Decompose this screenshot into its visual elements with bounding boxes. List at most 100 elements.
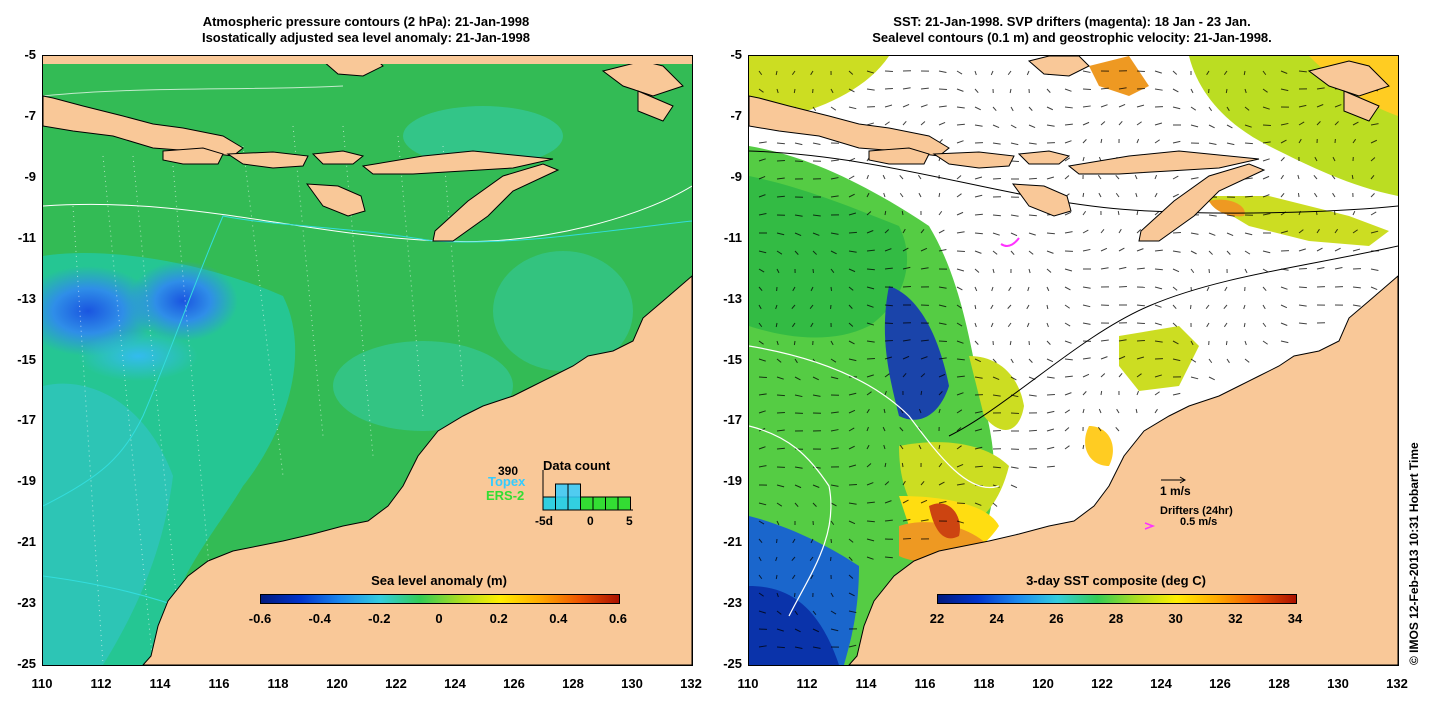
velocity-vector — [1136, 248, 1144, 252]
velocity-vector — [1046, 250, 1054, 254]
velocity-vector — [776, 358, 782, 363]
velocity-vector — [1280, 122, 1289, 126]
x-axis-tick-label: 128 — [562, 676, 584, 691]
velocity-vector — [920, 373, 926, 378]
velocity-vector — [1298, 121, 1305, 126]
velocity-vector — [956, 358, 965, 361]
y-axis-tick-label: -19 — [723, 473, 742, 489]
velocity-vector — [1280, 304, 1288, 309]
colorbar-tick-label: 0.6 — [608, 611, 628, 626]
right-title-line1: SST: 21-Jan-1998. SVP drifters (magenta)… — [893, 14, 1251, 29]
velocity-vector — [918, 192, 922, 198]
velocity-vector — [1172, 286, 1178, 291]
velocity-vector — [902, 480, 906, 486]
velocity-vector — [1064, 445, 1070, 450]
velocity-vector — [1172, 322, 1178, 327]
velocity-vector — [776, 628, 784, 632]
velocity-vector — [1208, 358, 1213, 364]
velocity-vector — [1064, 304, 1070, 309]
velocity-vector — [956, 463, 964, 468]
velocity-vector — [1262, 88, 1268, 93]
velocity-vector — [938, 408, 941, 414]
velocity-vector — [1100, 267, 1109, 270]
velocity-vector — [830, 159, 839, 162]
velocity-vector — [902, 247, 909, 252]
velocity-vector — [1280, 174, 1284, 180]
velocity-vector — [775, 556, 778, 562]
velocity-vector — [812, 232, 820, 236]
velocity-vector — [758, 340, 764, 345]
velocity-vector — [1334, 247, 1341, 252]
data-count-title: Data count — [543, 458, 611, 473]
velocity-vector — [992, 502, 998, 507]
velocity-vector — [1190, 268, 1195, 274]
velocity-vector — [884, 519, 893, 522]
data-count-xtick: 5 — [626, 514, 633, 528]
x-axis-tick-label: 120 — [1032, 676, 1054, 691]
velocity-vector — [1154, 286, 1163, 290]
velocity-vector — [776, 447, 785, 450]
velocity-vector — [758, 141, 767, 144]
velocity-vector — [920, 247, 928, 252]
velocity-vector — [1046, 88, 1051, 93]
velocity-vector — [992, 358, 997, 363]
velocity-vector — [1316, 228, 1320, 234]
velocity-vector — [1172, 304, 1177, 309]
velocity-vector — [956, 88, 964, 92]
velocity-vector — [1046, 410, 1055, 414]
velocity-vector — [1046, 446, 1055, 450]
velocity-vector — [866, 70, 874, 74]
velocity-vector — [918, 174, 922, 180]
velocity-vector — [1154, 391, 1160, 396]
velocity-vector — [1352, 138, 1357, 144]
velocity-vector — [794, 250, 799, 255]
velocity-vector — [1226, 142, 1235, 146]
velocity-vector — [1046, 358, 1054, 363]
velocity-vector — [866, 340, 875, 343]
velocity-vector — [1046, 268, 1052, 273]
x-axis-tick-label: 132 — [1386, 676, 1408, 691]
velocity-vector — [1226, 232, 1234, 237]
velocity-vector — [1352, 229, 1358, 234]
velocity-vector — [1154, 268, 1163, 271]
velocity-vector — [848, 502, 857, 505]
velocity-vector — [830, 286, 833, 292]
x-axis-tick-label: 128 — [1268, 676, 1290, 691]
velocity-vector — [1100, 87, 1109, 90]
velocity-vector — [1226, 124, 1233, 129]
velocity-vector — [1082, 304, 1091, 308]
velocity-vector — [776, 592, 779, 598]
velocity-vector — [1370, 174, 1375, 180]
velocity-vector — [882, 174, 886, 180]
velocity-vector — [1190, 106, 1197, 111]
velocity-vector — [794, 214, 803, 217]
velocity-vector — [956, 304, 962, 309]
velocity-vector — [1064, 123, 1073, 126]
velocity-vector — [1172, 193, 1179, 198]
velocity-vector — [830, 484, 839, 487]
sst-map — [748, 55, 1399, 666]
velocity-vector — [1026, 322, 1030, 328]
velocity-vector — [1028, 250, 1034, 255]
velocity-vector — [848, 538, 854, 543]
velocity-vector — [1262, 141, 1271, 144]
data-count-bar-topex — [555, 483, 569, 511]
velocity-vector — [1046, 428, 1055, 432]
x-axis-tick-label: 122 — [1091, 676, 1113, 691]
velocity-vector — [1190, 250, 1197, 255]
colorbar-tick-label: -0.6 — [248, 611, 272, 626]
velocity-vector — [758, 592, 764, 597]
velocity-vector — [883, 444, 886, 450]
velocity-vector — [992, 394, 1001, 397]
velocity-vector — [775, 304, 778, 310]
velocity-vector — [1352, 304, 1361, 307]
velocity-vector — [758, 645, 767, 648]
velocity-vector — [1172, 140, 1181, 144]
velocity-vector — [1244, 358, 1250, 363]
velocity-vector — [974, 124, 983, 127]
velocity-vector — [794, 466, 803, 469]
velocity-vector — [758, 250, 767, 254]
velocity-vector — [902, 121, 907, 126]
velocity-vector — [1332, 192, 1336, 198]
velocity-vector — [920, 519, 929, 522]
